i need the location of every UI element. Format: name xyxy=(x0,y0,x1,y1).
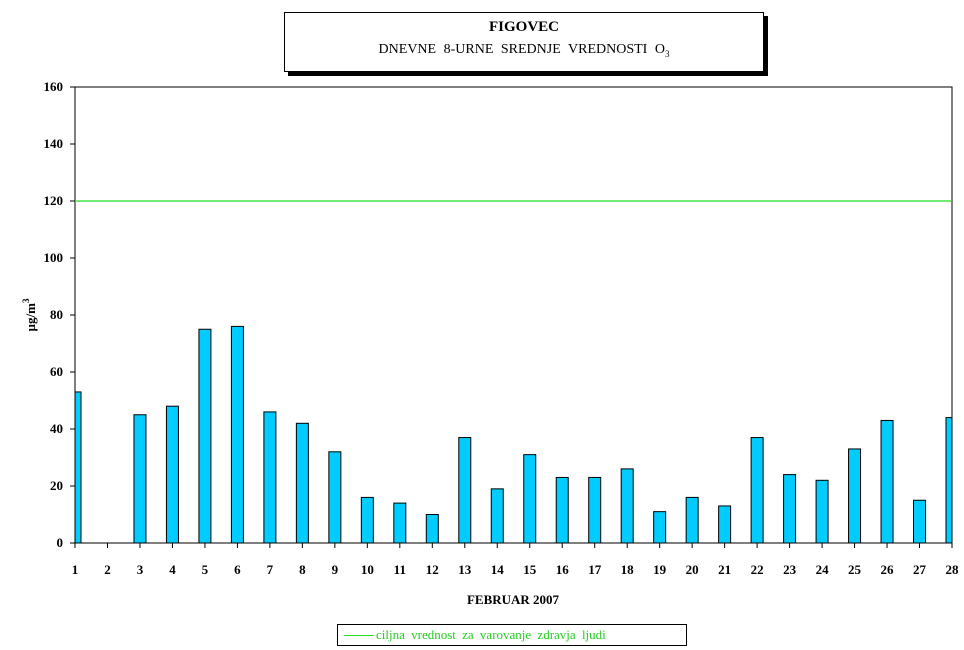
bar-day-6 xyxy=(230,325,244,544)
x-tick-label: 17 xyxy=(588,562,602,577)
bar-day-12 xyxy=(425,514,439,544)
bar-day-26 xyxy=(880,419,894,544)
x-tick-label: 6 xyxy=(234,562,241,577)
x-tick-label: 20 xyxy=(686,562,699,577)
x-tick-label: 16 xyxy=(556,562,570,577)
x-tick-label: 2 xyxy=(104,562,111,577)
bar-day-10 xyxy=(360,496,374,544)
chart-subtitle: DNEVNE 8-URNE SREDNJE VREDNOSTI O3 xyxy=(285,42,763,59)
x-tick-label: 11 xyxy=(394,562,406,577)
x-tick-label: 18 xyxy=(621,562,635,577)
x-tick-label: 12 xyxy=(426,562,439,577)
y-axis-title-exponent: 3 xyxy=(21,298,31,303)
chart-subtitle-text: DNEVNE 8-URNE SREDNJE VREDNOSTI O xyxy=(378,42,665,57)
y-axis: 0 20 40 60 80 100 120 140 160 xyxy=(44,79,75,550)
x-tick-label: 3 xyxy=(137,562,144,577)
x-tick-label: 14 xyxy=(491,562,505,577)
bar-day-8 xyxy=(295,422,309,544)
x-axis-title: FEBRUAR 2007 xyxy=(467,592,560,607)
x-tick-label: 27 xyxy=(913,562,927,577)
x-tick-label: 7 xyxy=(267,562,274,577)
x-tick-label: 25 xyxy=(848,562,862,577)
bar-day-7 xyxy=(263,411,277,544)
chart-title-box: FIGOVEC DNEVNE 8-URNE SREDNJE VREDNOSTI … xyxy=(284,12,764,72)
x-tick-label: 5 xyxy=(202,562,209,577)
bar-day-28 xyxy=(945,417,953,544)
y-tick-label: 120 xyxy=(44,193,64,208)
legend-line-swatch xyxy=(344,634,374,636)
x-tick-label: 1 xyxy=(72,562,79,577)
x-tick-label: 24 xyxy=(816,562,830,577)
bar-day-9 xyxy=(328,451,342,544)
x-tick-label: 8 xyxy=(299,562,306,577)
bar-day-23 xyxy=(783,474,797,544)
bar-day-15 xyxy=(523,454,537,544)
x-tick-label: 26 xyxy=(881,562,895,577)
y-tick-label: 40 xyxy=(50,421,63,436)
bar-day-5 xyxy=(198,328,212,544)
bar-day-11 xyxy=(393,502,407,544)
bar-day-4 xyxy=(165,405,179,544)
legend: ciljna vrednost za varovanje zdravja lju… xyxy=(337,624,687,646)
x-tick-label: 13 xyxy=(458,562,472,577)
bar-day-3 xyxy=(133,414,147,544)
bars-layer xyxy=(74,325,953,544)
bar-day-14 xyxy=(490,488,504,544)
y-tick-label: 80 xyxy=(50,307,63,322)
x-tick-label: 23 xyxy=(783,562,797,577)
bar-day-21 xyxy=(718,505,732,544)
x-tick-label: 19 xyxy=(653,562,667,577)
x-tick-label: 21 xyxy=(718,562,731,577)
y-tick-label: 100 xyxy=(44,250,64,265)
y-tick-label: 0 xyxy=(57,535,64,550)
y-axis-title-unit: µg/m xyxy=(23,303,38,332)
x-axis: 1 2 3 4 5 6 7 8 9 10 11 12 13 14 15 16 17 18 19 20 21 22 23 24 2… xyxy=(72,543,959,577)
bar-day-13 xyxy=(458,437,472,544)
bar-day-19 xyxy=(653,511,667,544)
x-tick-label: 15 xyxy=(523,562,537,577)
bar-day-25 xyxy=(848,448,862,544)
x-tick-label: 4 xyxy=(169,562,176,577)
y-tick-label: 60 xyxy=(50,364,63,379)
y-tick-label: 140 xyxy=(44,136,64,151)
bar-day-18 xyxy=(620,468,634,544)
x-tick-label: 9 xyxy=(332,562,339,577)
y-tick-label: 20 xyxy=(50,478,63,493)
bar-day-27 xyxy=(913,499,927,544)
x-tick-label: 22 xyxy=(751,562,764,577)
bar-day-1 xyxy=(74,391,82,544)
bar-day-16 xyxy=(555,476,569,544)
chart-subtitle-subscript: 3 xyxy=(664,48,670,59)
x-tick-label: 28 xyxy=(946,562,960,577)
bar-day-24 xyxy=(815,479,829,544)
y-tick-label: 160 xyxy=(44,79,64,94)
y-axis-title: µg/m3 xyxy=(21,298,38,331)
bar-day-20 xyxy=(685,496,699,544)
bar-day-17 xyxy=(588,476,602,544)
legend-label: ciljna vrednost za varovanje zdravja lju… xyxy=(376,627,606,642)
x-tick-label: 10 xyxy=(361,562,374,577)
chart-title: FIGOVEC xyxy=(488,19,559,35)
bar-day-22 xyxy=(750,437,764,544)
